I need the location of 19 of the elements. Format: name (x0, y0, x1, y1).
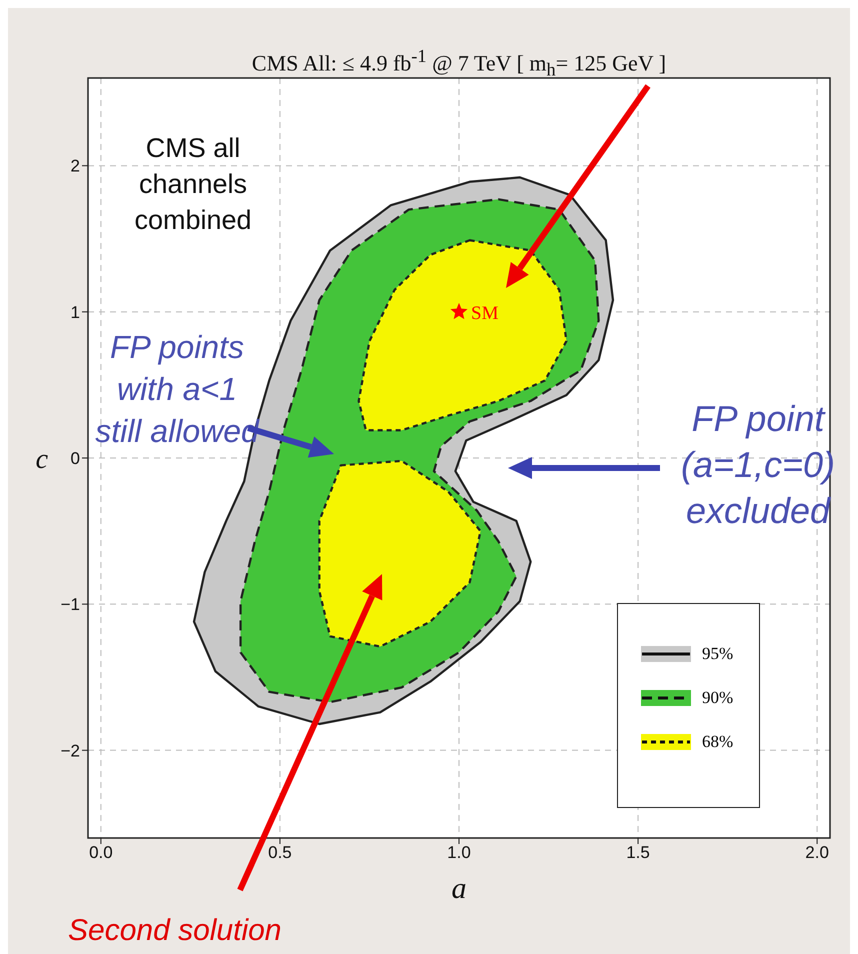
legend-label: 95% (702, 644, 734, 664)
y-tick-label: −2 (60, 741, 80, 760)
x-tick-label: 1.0 (447, 843, 471, 862)
x-tick-label: 2.0 (805, 843, 829, 862)
x-tick-label: 1.5 (626, 843, 650, 862)
y-tick-label: 0 (70, 449, 80, 468)
series-label: SM (471, 302, 499, 324)
y-tick-label: 1 (70, 302, 80, 322)
y-axis-title: c (36, 444, 49, 475)
annotation: CMS all channels combined (133, 132, 253, 237)
legend-label: 68% (702, 732, 734, 752)
x-tick-label: 0.5 (268, 843, 292, 862)
y-tick-label: −1 (60, 595, 80, 614)
text: Second solution (68, 914, 282, 948)
y-tick-label: 2 (70, 156, 80, 176)
legend-label: 90% (702, 688, 734, 708)
chart-title: CMS All: ≤ 4.9 fb$^{-1}$ @ 7 TeV [ m$_{h}$= 125 GeV ] (250, 46, 668, 81)
x-tick-label: 0.0 (89, 843, 113, 862)
x-axis-title: a (452, 872, 466, 905)
